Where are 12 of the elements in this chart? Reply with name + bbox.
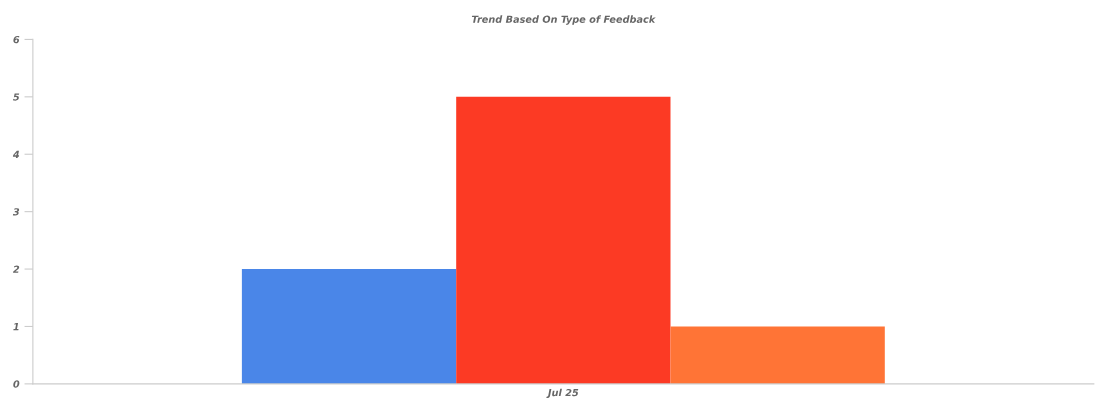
bar	[670, 326, 885, 384]
y-tick-label: 5	[13, 93, 20, 101]
bar	[241, 269, 457, 384]
y-tick-label: 6	[13, 35, 20, 44]
y-tick-label: 1	[13, 323, 19, 331]
y-tick-label: 3	[12, 208, 20, 216]
y-tick-label: 4	[12, 150, 20, 158]
bar	[456, 96, 671, 384]
x-tick-label: Jul 25	[546, 388, 579, 399]
y-tick-label: 0	[13, 380, 20, 388]
chart-title: Trend Based On Type of Feedback	[471, 15, 656, 25]
y-tick-label: 2	[13, 265, 20, 273]
